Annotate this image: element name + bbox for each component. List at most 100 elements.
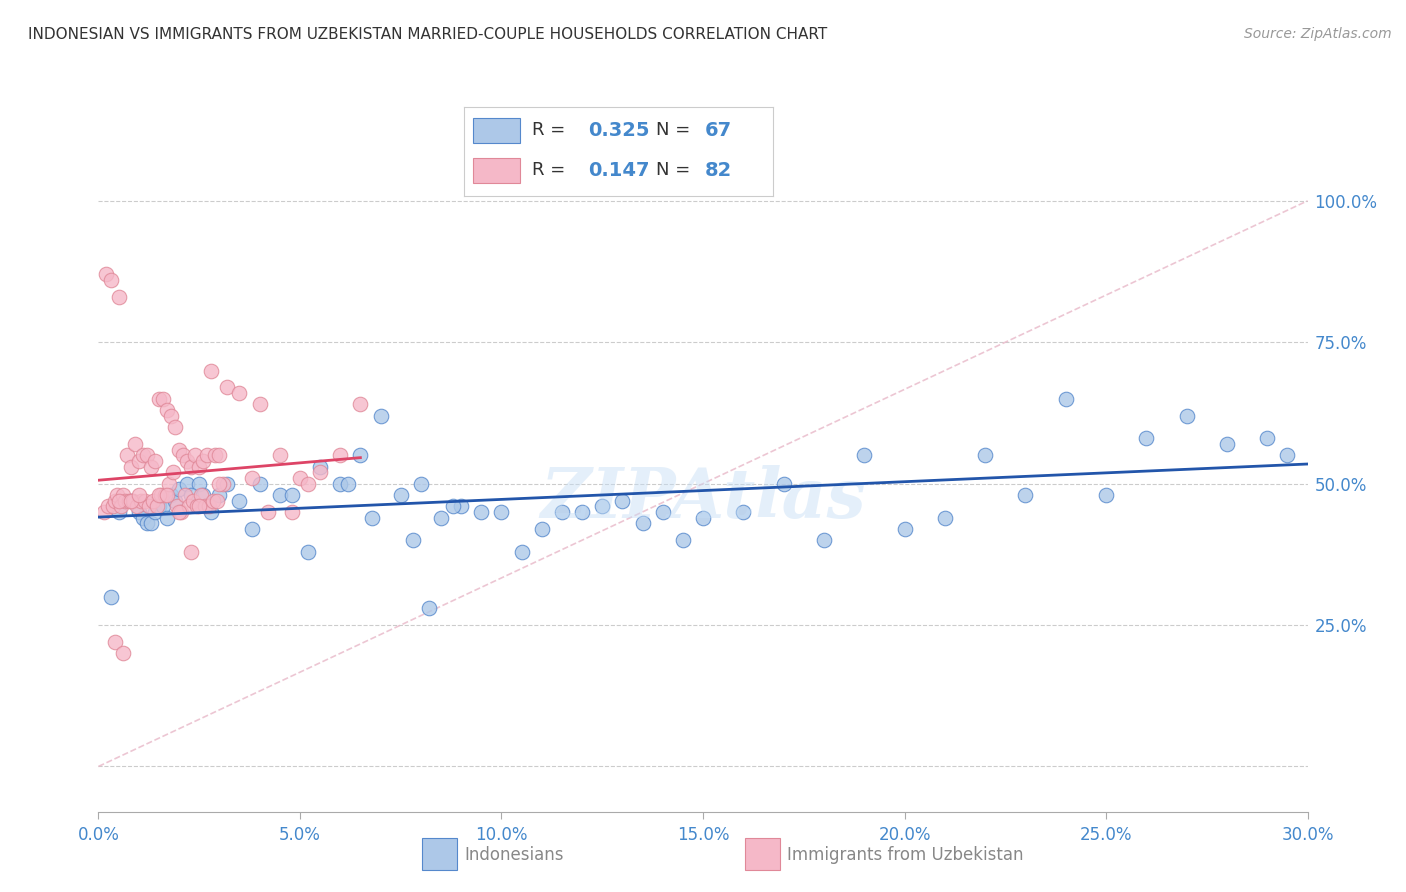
Point	[100, 273, 122, 287]
Point	[125, 500, 148, 514]
Text: INDONESIAN VS IMMIGRANTS FROM UZBEKISTAN MARRIED-COUPLE HOUSEHOLDS CORRELATION C: INDONESIAN VS IMMIGRANTS FROM UZBEKISTAN…	[28, 27, 827, 42]
Point	[142, 493, 165, 508]
Text: 67: 67	[706, 120, 733, 140]
Point	[111, 646, 134, 660]
Point	[249, 397, 271, 411]
Point	[349, 448, 371, 462]
Text: 82: 82	[706, 161, 733, 180]
Point	[228, 386, 250, 401]
Point	[297, 476, 319, 491]
Point	[672, 533, 695, 548]
Point	[163, 420, 186, 434]
Point	[1014, 488, 1036, 502]
Point	[176, 476, 198, 491]
Point	[166, 500, 188, 514]
Point	[120, 493, 142, 508]
Point	[733, 505, 755, 519]
Point	[97, 500, 120, 514]
Point	[167, 505, 190, 519]
Point	[111, 488, 134, 502]
Point	[551, 505, 574, 519]
Point	[180, 459, 202, 474]
Point	[114, 493, 136, 508]
Point	[190, 488, 212, 502]
Point	[934, 510, 956, 524]
Point	[160, 488, 183, 502]
Point	[198, 500, 221, 514]
Point	[120, 459, 142, 474]
Point	[1175, 409, 1198, 423]
Point	[418, 601, 440, 615]
Point	[309, 466, 332, 480]
Text: N =: N =	[655, 161, 696, 179]
Text: ZIPAtlas: ZIPAtlas	[540, 465, 866, 533]
Point	[162, 466, 184, 480]
Point	[139, 516, 162, 531]
Point	[200, 363, 222, 377]
Point	[152, 392, 174, 406]
Point	[813, 533, 835, 548]
Point	[1054, 392, 1077, 406]
Point	[1095, 488, 1118, 502]
Point	[174, 488, 197, 502]
Point	[170, 505, 193, 519]
Point	[188, 500, 211, 514]
Point	[149, 488, 172, 502]
Point	[974, 448, 997, 462]
Point	[146, 500, 169, 514]
Point	[1216, 437, 1239, 451]
Point	[530, 522, 553, 536]
Point	[240, 522, 263, 536]
Point	[1277, 448, 1299, 462]
Point	[120, 493, 142, 508]
Point	[370, 409, 392, 423]
Point	[893, 522, 915, 536]
Point	[107, 493, 129, 508]
Point	[184, 448, 207, 462]
Point	[217, 476, 239, 491]
Point	[470, 505, 492, 519]
Point	[153, 488, 176, 502]
Point	[208, 448, 231, 462]
Point	[207, 493, 229, 508]
Text: Immigrants from Uzbekistan: Immigrants from Uzbekistan	[787, 846, 1024, 863]
Point	[361, 510, 384, 524]
Point	[143, 505, 166, 519]
Point	[193, 454, 215, 468]
Point	[194, 500, 217, 514]
Bar	[474, 118, 520, 143]
Point	[208, 476, 231, 491]
Point	[409, 476, 432, 491]
Point	[217, 380, 239, 394]
Point	[329, 448, 352, 462]
Point	[129, 493, 152, 508]
Point	[180, 544, 202, 558]
Point	[176, 454, 198, 468]
Point	[121, 493, 143, 508]
Point	[195, 448, 218, 462]
Point	[349, 397, 371, 411]
Point	[107, 290, 129, 304]
Point	[148, 392, 170, 406]
Point	[156, 403, 179, 417]
Point	[110, 500, 132, 514]
Point	[240, 471, 263, 485]
Point	[179, 500, 201, 514]
Point	[181, 493, 204, 508]
Point	[212, 476, 235, 491]
Point	[1256, 431, 1278, 445]
Point	[132, 448, 155, 462]
Point	[612, 493, 634, 508]
Point	[139, 459, 162, 474]
Point	[337, 476, 360, 491]
Point	[269, 488, 291, 502]
Point	[148, 500, 170, 514]
Point	[631, 516, 654, 531]
Point	[329, 476, 352, 491]
Point	[163, 493, 186, 508]
Point	[138, 500, 160, 514]
Point	[188, 459, 211, 474]
Point	[167, 442, 190, 457]
Point	[128, 454, 150, 468]
Point	[692, 510, 714, 524]
